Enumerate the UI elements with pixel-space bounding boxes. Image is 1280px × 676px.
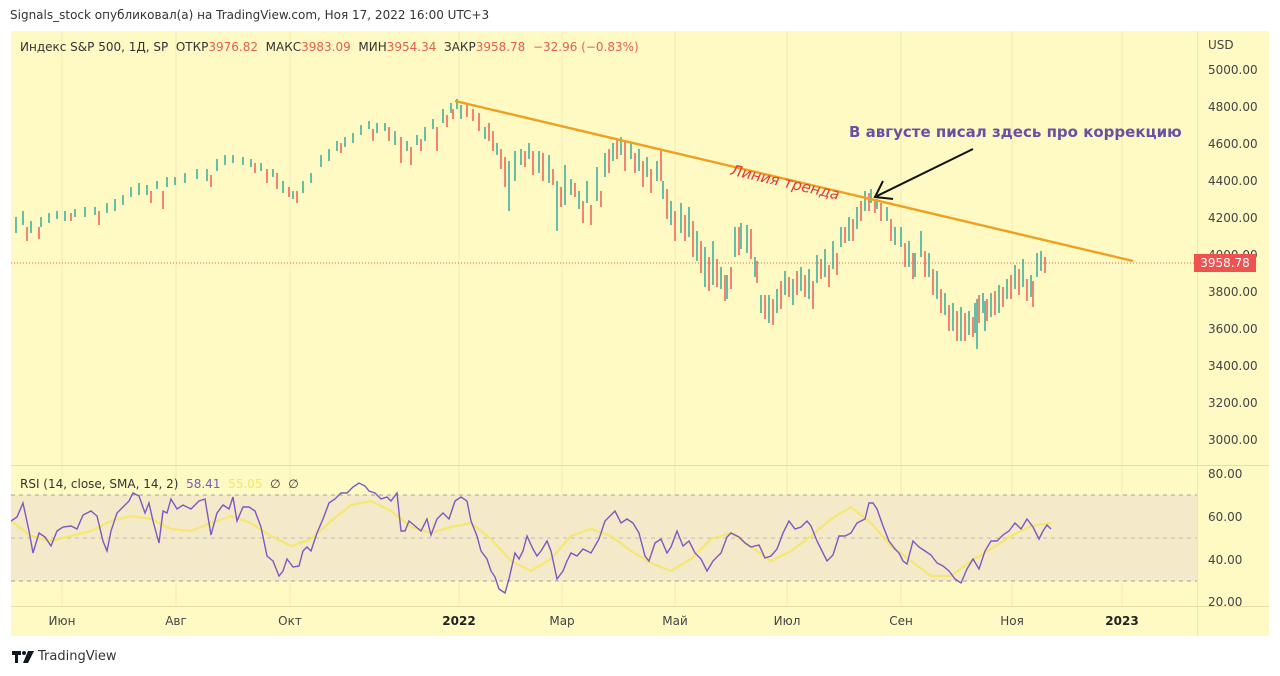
last-price-tag: 3958.78	[1194, 254, 1256, 272]
pane-divider[interactable]	[11, 465, 1269, 466]
low-label: МИН	[358, 40, 387, 54]
annotation-arrow	[873, 148, 974, 200]
close-value: 3958.78	[475, 40, 526, 54]
time-label: Июн	[48, 614, 76, 628]
high-value: 3983.09	[301, 40, 351, 54]
symbol-name: Индекс S&P 500, 1Д, SP	[20, 40, 169, 54]
price-tick: 3200.00	[1208, 396, 1258, 410]
rsi-extra-2: ∅	[288, 477, 299, 491]
price-tick: 4400.00	[1208, 174, 1258, 188]
rsi-tick: 40.00	[1208, 553, 1243, 567]
rsi-extra-1: ∅	[270, 477, 281, 491]
tradingview-logo-icon	[12, 650, 34, 663]
price-tick: 4600.00	[1208, 137, 1258, 151]
price-tick: 5000.00	[1208, 63, 1258, 77]
rsi-tick: 20.00	[1208, 595, 1243, 609]
rsi-legend: RSI (14, close, SMA, 14, 2) 58.41 55.05 …	[20, 477, 299, 491]
currency-label: USD	[1208, 38, 1234, 52]
high-label: МАКС	[265, 40, 302, 54]
rsi-title: RSI (14, close, SMA, 14, 2)	[20, 477, 179, 491]
publisher-line: Signals_stock опубликовал(а) на TradingV…	[10, 8, 490, 22]
change-value: −32.96 (−0.83%)	[532, 40, 639, 54]
annotation-comment: В августе писал здесь про коррекцию	[849, 123, 1182, 141]
time-label: Май	[662, 614, 688, 628]
rsi-tick: 60.00	[1208, 510, 1243, 524]
trend-line	[454, 99, 1134, 263]
rsi-sma-value: 55.05	[228, 477, 263, 491]
price-tick: 4800.00	[1208, 100, 1258, 114]
rsi-pane	[11, 482, 1197, 595]
price-tick: 3000.00	[1208, 433, 1258, 447]
chart-canvas[interactable]	[11, 31, 1269, 636]
price-bars	[15, 99, 1046, 349]
open-value: 3976.82	[208, 40, 259, 54]
price-tick: 3800.00	[1208, 285, 1258, 299]
time-label: Июл	[773, 614, 801, 628]
open-label: ОТКР	[175, 40, 209, 54]
time-label: Авг	[165, 614, 187, 628]
symbol-legend: Индекс S&P 500, 1Д, SP ОТКР3976.82 МАКС3…	[20, 40, 639, 54]
price-tick: 4200.00	[1208, 211, 1258, 225]
time-label: Окт	[278, 614, 302, 628]
price-axis-divider	[1197, 31, 1198, 636]
close-label: ЗАКР	[444, 40, 476, 54]
time-axis-divider	[11, 606, 1269, 607]
time-label-year: 2022	[442, 614, 476, 628]
tradingview-logo[interactable]: TradingView	[12, 649, 117, 664]
time-label-year: 2023	[1105, 614, 1139, 628]
rsi-tick: 80.00	[1208, 467, 1243, 481]
rsi-sma-line	[11, 499, 1052, 578]
chart-frame[interactable]: Индекс S&P 500, 1Д, SP ОТКР3976.82 МАКС3…	[11, 31, 1269, 636]
time-label: Мар	[549, 614, 575, 628]
rsi-value: 58.41	[186, 477, 221, 491]
time-label: Ноя	[1000, 614, 1024, 628]
rsi-line	[11, 482, 1052, 595]
time-label: Сен	[889, 614, 913, 628]
price-tick: 3400.00	[1208, 359, 1258, 373]
low-value: 3954.34	[386, 40, 437, 54]
price-tick: 3600.00	[1208, 322, 1258, 336]
tradingview-brand: TradingView	[38, 649, 117, 664]
